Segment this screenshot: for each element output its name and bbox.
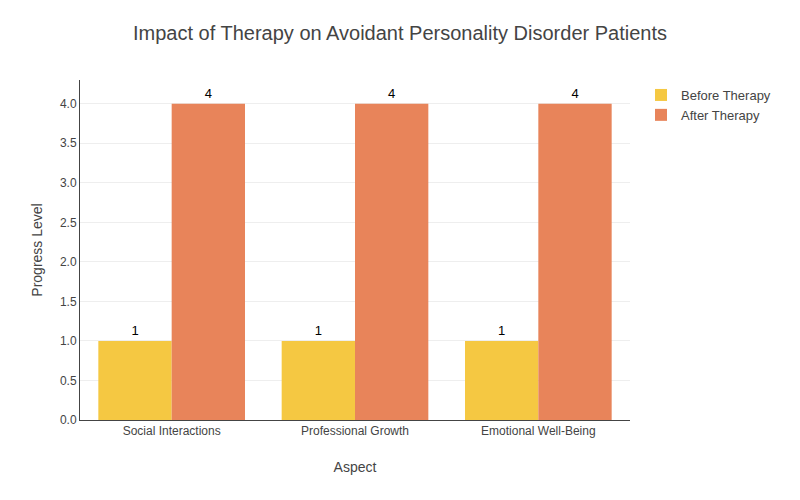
svg-text:1.5: 1.5 xyxy=(60,295,77,309)
svg-text:Aspect: Aspect xyxy=(334,459,377,475)
svg-text:0.0: 0.0 xyxy=(60,413,77,427)
svg-text:0.5: 0.5 xyxy=(60,374,77,388)
svg-text:1: 1 xyxy=(315,323,322,338)
svg-text:Social Interactions: Social Interactions xyxy=(123,424,221,438)
svg-text:1: 1 xyxy=(498,323,505,338)
svg-text:3.0: 3.0 xyxy=(60,176,77,190)
svg-text:Emotional Well-Being: Emotional Well-Being xyxy=(481,424,596,438)
svg-text:Before Therapy: Before Therapy xyxy=(681,88,771,103)
svg-text:2.5: 2.5 xyxy=(60,216,77,230)
svg-text:Professional Growth: Professional Growth xyxy=(301,424,409,438)
svg-text:3.5: 3.5 xyxy=(60,136,77,150)
svg-text:4: 4 xyxy=(205,86,212,101)
svg-text:Progress Level: Progress Level xyxy=(29,203,45,296)
svg-text:Impact of Therapy on Avoidant: Impact of Therapy on Avoidant Personalit… xyxy=(133,22,667,44)
svg-text:1: 1 xyxy=(131,323,138,338)
svg-text:4.0: 4.0 xyxy=(60,97,77,111)
svg-text:4: 4 xyxy=(388,86,395,101)
svg-text:2.0: 2.0 xyxy=(60,255,77,269)
svg-text:After Therapy: After Therapy xyxy=(681,108,760,123)
svg-text:1.0: 1.0 xyxy=(60,334,77,348)
svg-text:4: 4 xyxy=(571,86,578,101)
